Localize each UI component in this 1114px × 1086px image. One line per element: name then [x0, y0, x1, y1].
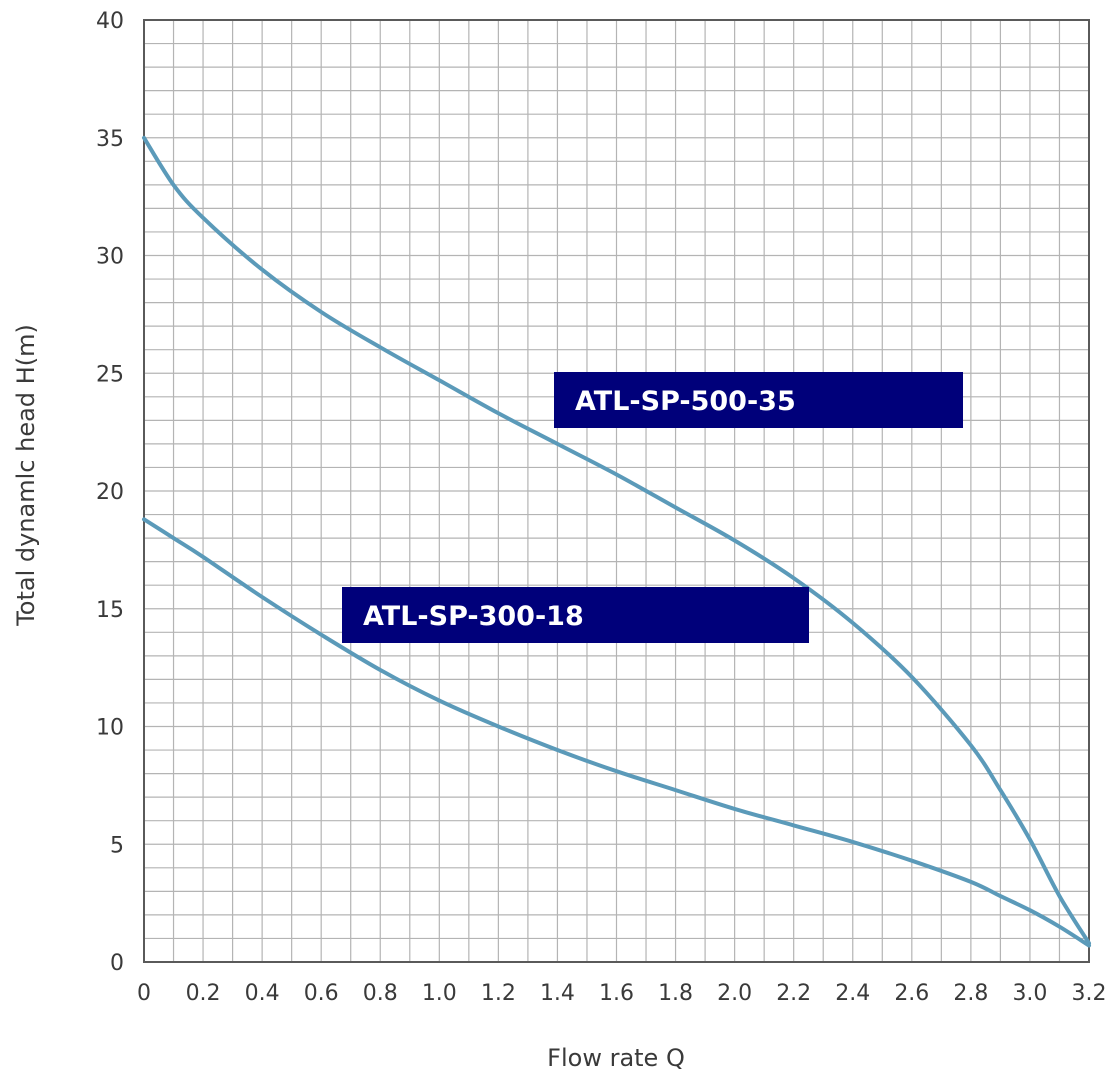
x-tick-label: 0.2 [186, 981, 221, 1006]
y-tick-label: 30 [96, 245, 124, 270]
x-tick-label: 0.6 [304, 981, 339, 1006]
grid [144, 20, 1089, 962]
x-tick-label: 1.4 [540, 981, 575, 1006]
y-tick-label: 15 [96, 598, 124, 623]
x-tick-label: 2.0 [717, 981, 752, 1006]
x-tick-label: 3.2 [1072, 981, 1107, 1006]
x-tick-label: 2.4 [835, 981, 870, 1006]
series-line-atl-sp-500-35 [142, 135, 1091, 946]
series-badge: ATL-SP-500-35 [554, 372, 963, 428]
x-tick-label: 1.8 [658, 981, 693, 1006]
x-tick-label: 1.2 [481, 981, 516, 1006]
series-badge: ATL-SP-300-18 [342, 587, 809, 643]
series-lines [142, 135, 1091, 948]
x-tick-label: 2.8 [953, 981, 988, 1006]
x-tick-label: 2.6 [894, 981, 929, 1006]
y-tick-label: 20 [96, 480, 124, 505]
y-tick-label: 25 [96, 362, 124, 387]
series-badge-box [554, 372, 963, 428]
y-tick-label: 35 [96, 127, 124, 152]
y-tick-label: 0 [110, 951, 124, 976]
x-tick-label: 0 [137, 981, 151, 1006]
x-tick-label: 2.2 [776, 981, 811, 1006]
x-tick-label: 0.4 [245, 981, 280, 1006]
x-tick-label: 3.0 [1012, 981, 1047, 1006]
y-tick-label: 10 [96, 716, 124, 741]
axis-labels: Flow rate Q Total dynamlc head H(m) [12, 324, 685, 1072]
axes: 0 5 10 15 20 25 30 35 40 0 0.2 0.4 0.6 0.8 1.0 1.2 1.4 1.… [96, 9, 1107, 1006]
series-line-atl-sp-300-18 [142, 517, 1091, 948]
x-tick-label: 1.6 [599, 981, 634, 1006]
y-tick-label: 5 [110, 833, 124, 858]
x-tick-label: 0.8 [363, 981, 398, 1006]
series-badge-label: ATL-SP-500-35 [575, 386, 796, 417]
series-badges: ATL-SP-500-35 ATL-SP-300-18 [342, 372, 963, 643]
y-tick-label: 40 [96, 9, 124, 34]
y-axis-title: Total dynamlc head H(m) [12, 324, 40, 627]
x-tick-label: 1.0 [422, 981, 457, 1006]
plot-frame [143, 19, 1090, 963]
series-badge-label: ATL-SP-300-18 [363, 601, 584, 632]
x-axis-title: Flow rate Q [547, 1044, 685, 1072]
series-badge-box [342, 587, 809, 643]
